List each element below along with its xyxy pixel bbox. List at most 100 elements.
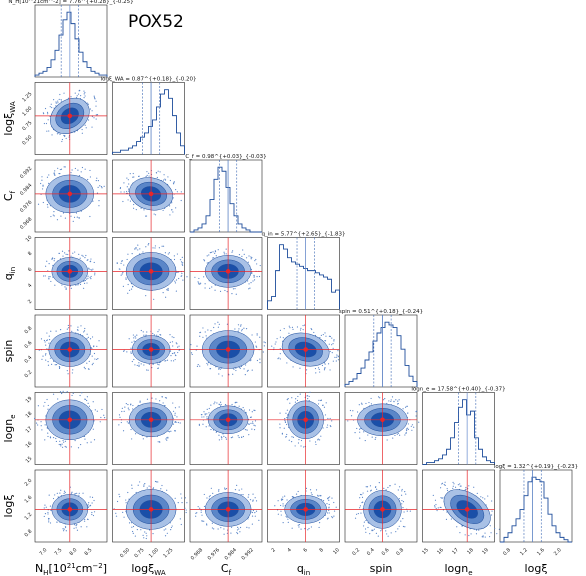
sample-point [82,255,84,257]
sample-point [103,417,106,419]
sample-point [241,328,243,331]
sample-point [89,215,91,218]
sample-point [273,347,275,349]
sample-point [95,118,97,120]
sample-point [53,215,55,217]
sample-point [322,404,324,406]
sample-point [254,260,256,262]
sample-point [413,426,415,428]
sample-point [180,199,182,202]
sample-point [139,401,141,403]
sample-point [248,423,250,425]
sample-point [61,284,63,286]
sample-point [185,511,187,514]
sample-point [221,375,223,377]
sample-point [181,264,184,266]
sample-point [44,275,46,277]
sample-point [61,140,63,143]
sample-point [202,327,204,329]
sample-point [167,176,169,178]
sample-point [251,523,253,525]
sample-point [279,358,281,360]
sample-point [238,405,240,407]
sample-point [241,436,243,438]
sample-point [235,369,237,372]
sample-point [199,507,201,509]
sample-point [145,215,148,217]
sample-point [43,275,45,277]
sample-point [165,528,167,530]
sample-point [286,399,288,401]
y-tick-label: 17 [25,426,34,435]
sample-point [359,507,361,509]
sample-point [411,429,413,431]
sample-point [217,368,220,370]
x-tick-label: 0.75 [133,547,145,559]
x-tick-label: 7.0 [39,547,49,557]
sample-point [133,340,135,342]
sample-point [154,247,156,249]
panel-frame [267,237,340,310]
sample-point [198,282,200,284]
contour-panel-spin-xi: 0.2 0.4 0.6 0.8 [344,469,418,557]
sample-point [190,344,192,346]
sample-point [170,526,173,529]
sample-point [64,391,66,394]
sample-point [359,493,362,496]
sample-point [53,98,55,101]
sample-point [43,405,45,407]
sample-point [172,360,175,362]
sample-point [219,290,222,293]
sample-point [282,505,284,507]
sample-point [44,513,47,515]
sample-point [182,262,184,264]
sample-point [172,345,174,347]
sample-point [177,346,179,348]
sample-point [47,361,49,363]
sample-point [52,436,55,439]
sample-point [151,367,153,369]
sample-point [84,279,86,282]
sample-point [52,497,55,500]
sample-point [251,257,253,259]
sample-point [300,327,302,329]
sample-point [444,481,446,483]
sample-point [323,406,326,408]
sample-point [174,412,176,414]
sample-point [47,511,49,514]
sample-point [254,409,256,412]
sample-point [291,397,293,399]
sample-point [314,367,317,370]
panel-frame [112,82,185,155]
sample-point [84,124,86,126]
x-tick-label: 15 [421,547,430,556]
sample-point [172,402,174,404]
sample-point [134,248,136,250]
sample-point [65,287,67,289]
sample-point [135,248,137,250]
sample-point [177,501,179,504]
sample-point [361,403,363,405]
sample-point [125,499,127,501]
sample-point [174,280,176,282]
sample-point [136,334,138,336]
sample-point [72,392,74,394]
sample-point [242,435,245,438]
sample-point [207,364,209,366]
median-marker [67,113,73,119]
sample-point [129,173,131,175]
sample-point [299,393,301,395]
sample-point [90,278,92,280]
sample-point [138,365,140,367]
sample-point [50,215,52,218]
sample-point [355,513,358,515]
sample-point [258,275,261,278]
sample-point [59,173,61,175]
sample-point [252,280,254,282]
sample-point [390,400,392,403]
sample-point [327,497,329,499]
sample-point [155,398,157,400]
sample-point [50,103,52,105]
sample-point [457,484,459,486]
sample-point [52,214,54,216]
